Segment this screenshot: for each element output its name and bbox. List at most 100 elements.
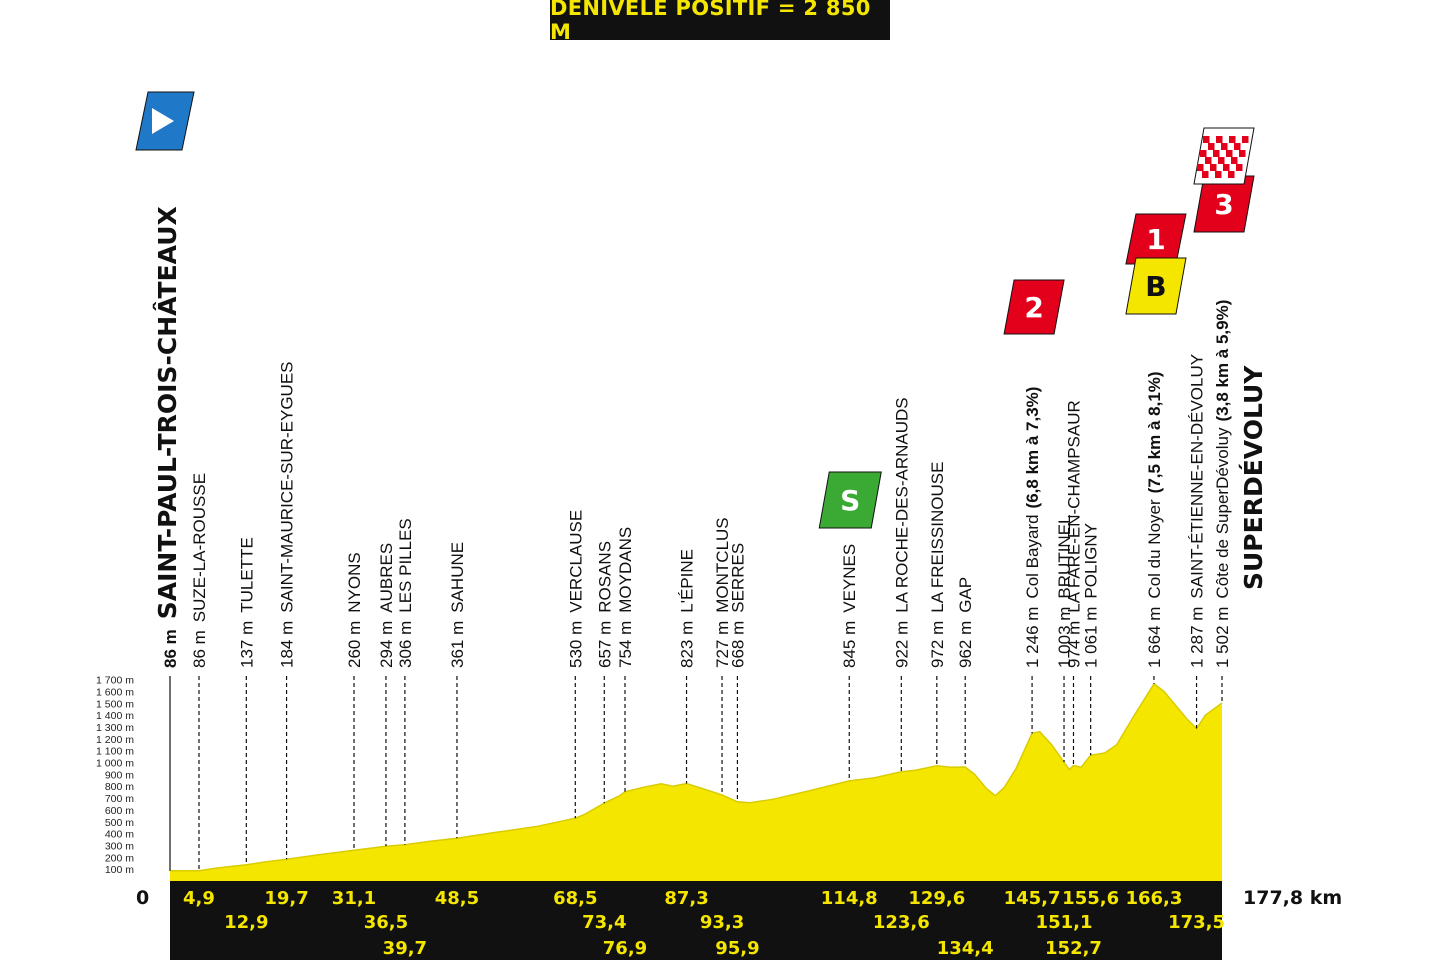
altitude: 754 m <box>616 621 635 668</box>
km-band <box>170 881 1222 960</box>
waypoint-label: 962 m GAP <box>956 577 975 668</box>
km-label: 134,4 <box>937 938 994 959</box>
altitude: 294 m <box>377 621 396 668</box>
checker-cell <box>1223 164 1230 171</box>
y-tick-label: 700 m <box>105 793 134 805</box>
checker-cell <box>1216 136 1223 143</box>
altitude: 184 m <box>278 621 297 668</box>
altitude: 727 m <box>713 621 732 668</box>
km-label: 95,9 <box>715 938 759 959</box>
place-name: VERCLAUSE <box>566 510 585 613</box>
waypoint-label: 668 m SERRES <box>728 543 747 668</box>
place-name: VEYNES <box>840 544 859 613</box>
x-end-label: 177,8 km <box>1243 887 1342 909</box>
checker-cell <box>1197 164 1204 171</box>
waypoint-label: 530 m VERCLAUSE <box>566 510 585 668</box>
place-name: SAINT-MAURICE-SUR-EYGUES <box>278 362 297 613</box>
start-flag <box>135 91 195 151</box>
km-label: 123,6 <box>873 912 930 933</box>
place-name: SUZE-LA-ROUSSE <box>190 473 209 622</box>
km-label: 19,7 <box>264 888 308 909</box>
place-name: TULETTE <box>237 537 256 613</box>
waypoint-label: 727 m MONTCLUS <box>713 517 732 668</box>
badges: 2 1 B 3 S <box>135 91 1255 529</box>
km-label: 173,5 <box>1168 912 1225 933</box>
checker-cell <box>1239 150 1246 157</box>
checker-cell <box>1234 143 1241 150</box>
place-name: SAINT-ÉTIENNE-EN-DÉVOLUY <box>1188 354 1207 599</box>
km-label: 73,4 <box>582 912 626 933</box>
waypoint-label: 754 m MOYDANS <box>616 527 635 668</box>
finish-name: SUPERDÉVOLUY <box>1239 365 1268 590</box>
y-tick-label: 300 m <box>105 840 134 852</box>
y-tick-label: 1 400 m <box>96 710 134 722</box>
checker-cell <box>1221 143 1228 150</box>
waypoint-label: 260 m NYONS <box>345 552 364 668</box>
waypoint-label: 137 m TULETTE <box>237 537 256 668</box>
checker-cell <box>1215 171 1222 178</box>
place-name: AUBRES <box>377 543 396 613</box>
elevation-profile <box>169 682 1223 881</box>
km-label: 76,9 <box>603 938 647 959</box>
waypoint-label: 922 m LA ROCHE-DES-ARNAUDS <box>892 397 911 668</box>
checker-cell <box>1218 157 1225 164</box>
place-name: NYONS <box>345 552 364 612</box>
altitude: 962 m <box>956 621 975 668</box>
waypoint-label: 845 m VEYNES <box>840 544 859 668</box>
waypoint-label: 1 287 m SAINT-ÉTIENNE-EN-DÉVOLUY <box>1188 354 1207 668</box>
bonus-badge-text: B <box>1145 270 1166 303</box>
checker-cell <box>1228 171 1235 178</box>
altitude: 845 m <box>840 621 859 668</box>
km-labels: 4,9 12,9 19,7 31,1 36,5 39,7 48,5 68,5 73,4 76,9 8… <box>183 888 1225 959</box>
km-label: 155,6 <box>1062 888 1119 909</box>
finish-flag <box>1193 127 1255 185</box>
waypoint-label: 1 246 m Col Bayard (6,8 km à 7,3%) <box>1023 387 1042 668</box>
altitude: 86 m <box>161 629 180 668</box>
y-tick-label: 500 m <box>105 817 134 829</box>
elevation-gain-banner: DÉNIVELÉ POSITIF = 2 850 M <box>550 0 890 44</box>
checker-cell <box>1208 143 1215 150</box>
climb-cat-2-badge-shape <box>1003 279 1065 335</box>
place-name: L'ÉPINE <box>678 549 697 613</box>
altitude: 1 502 m <box>1213 607 1232 668</box>
altitude: 922 m <box>892 621 911 668</box>
km-label: 93,3 <box>700 912 744 933</box>
altitude: 260 m <box>345 621 364 668</box>
place-name: SAINT-PAUL-TROIS-CHÂTEAUX <box>153 206 182 619</box>
altitude: 86 m <box>190 630 209 668</box>
y-tick-label: 1 300 m <box>96 722 134 734</box>
x-start-label: 0 <box>136 887 149 909</box>
altitude: 137 m <box>237 621 256 668</box>
place-name: SAHUNE <box>448 542 467 613</box>
profile-area <box>170 683 1222 881</box>
y-tick-label: 1 700 m <box>96 675 134 687</box>
y-tick-label: 1 600 m <box>96 686 134 698</box>
altitude: 972 m <box>928 621 947 668</box>
km-label: 151,1 <box>1036 912 1093 933</box>
waypoint-label: 972 m LA FREISSINOUSE <box>928 462 947 668</box>
place-name: ROSANS <box>595 541 614 613</box>
km-label: 129,6 <box>908 888 965 909</box>
waypoint-label: 1 502 m Côte de SuperDévoluy (3,8 km à 5,9… <box>1213 300 1232 668</box>
altitude: 306 m <box>396 621 415 668</box>
altitude: 361 m <box>448 621 467 668</box>
place-name: LA FREISSINOUSE <box>928 462 947 613</box>
km-label: 166,3 <box>1125 888 1182 909</box>
y-tick-label: 1 100 m <box>96 746 134 758</box>
place-name: LES PILLES <box>396 518 415 613</box>
waypoint-labels: 86 m SAINT-PAUL-TROIS-CHÂTEAUX 86 m SUZE-LA… <box>153 206 1268 668</box>
km-label: 12,9 <box>224 912 268 933</box>
checker-cell <box>1202 171 1209 178</box>
checker-cell <box>1229 136 1236 143</box>
climb-detail: (7,5 km à 8,1%) <box>1145 371 1164 493</box>
km-band-bg <box>170 881 1222 960</box>
km-label: 68,5 <box>553 888 597 909</box>
altitude: 668 m <box>728 621 747 668</box>
place-name: LA FARE-EN-CHAMPSAUR <box>1064 400 1083 613</box>
y-tick-label: 1 000 m <box>96 758 134 770</box>
place-name: GAP <box>956 577 975 613</box>
y-tick-label: 600 m <box>105 805 134 817</box>
altitude: 823 m <box>678 621 697 668</box>
checker-cell <box>1231 157 1238 164</box>
